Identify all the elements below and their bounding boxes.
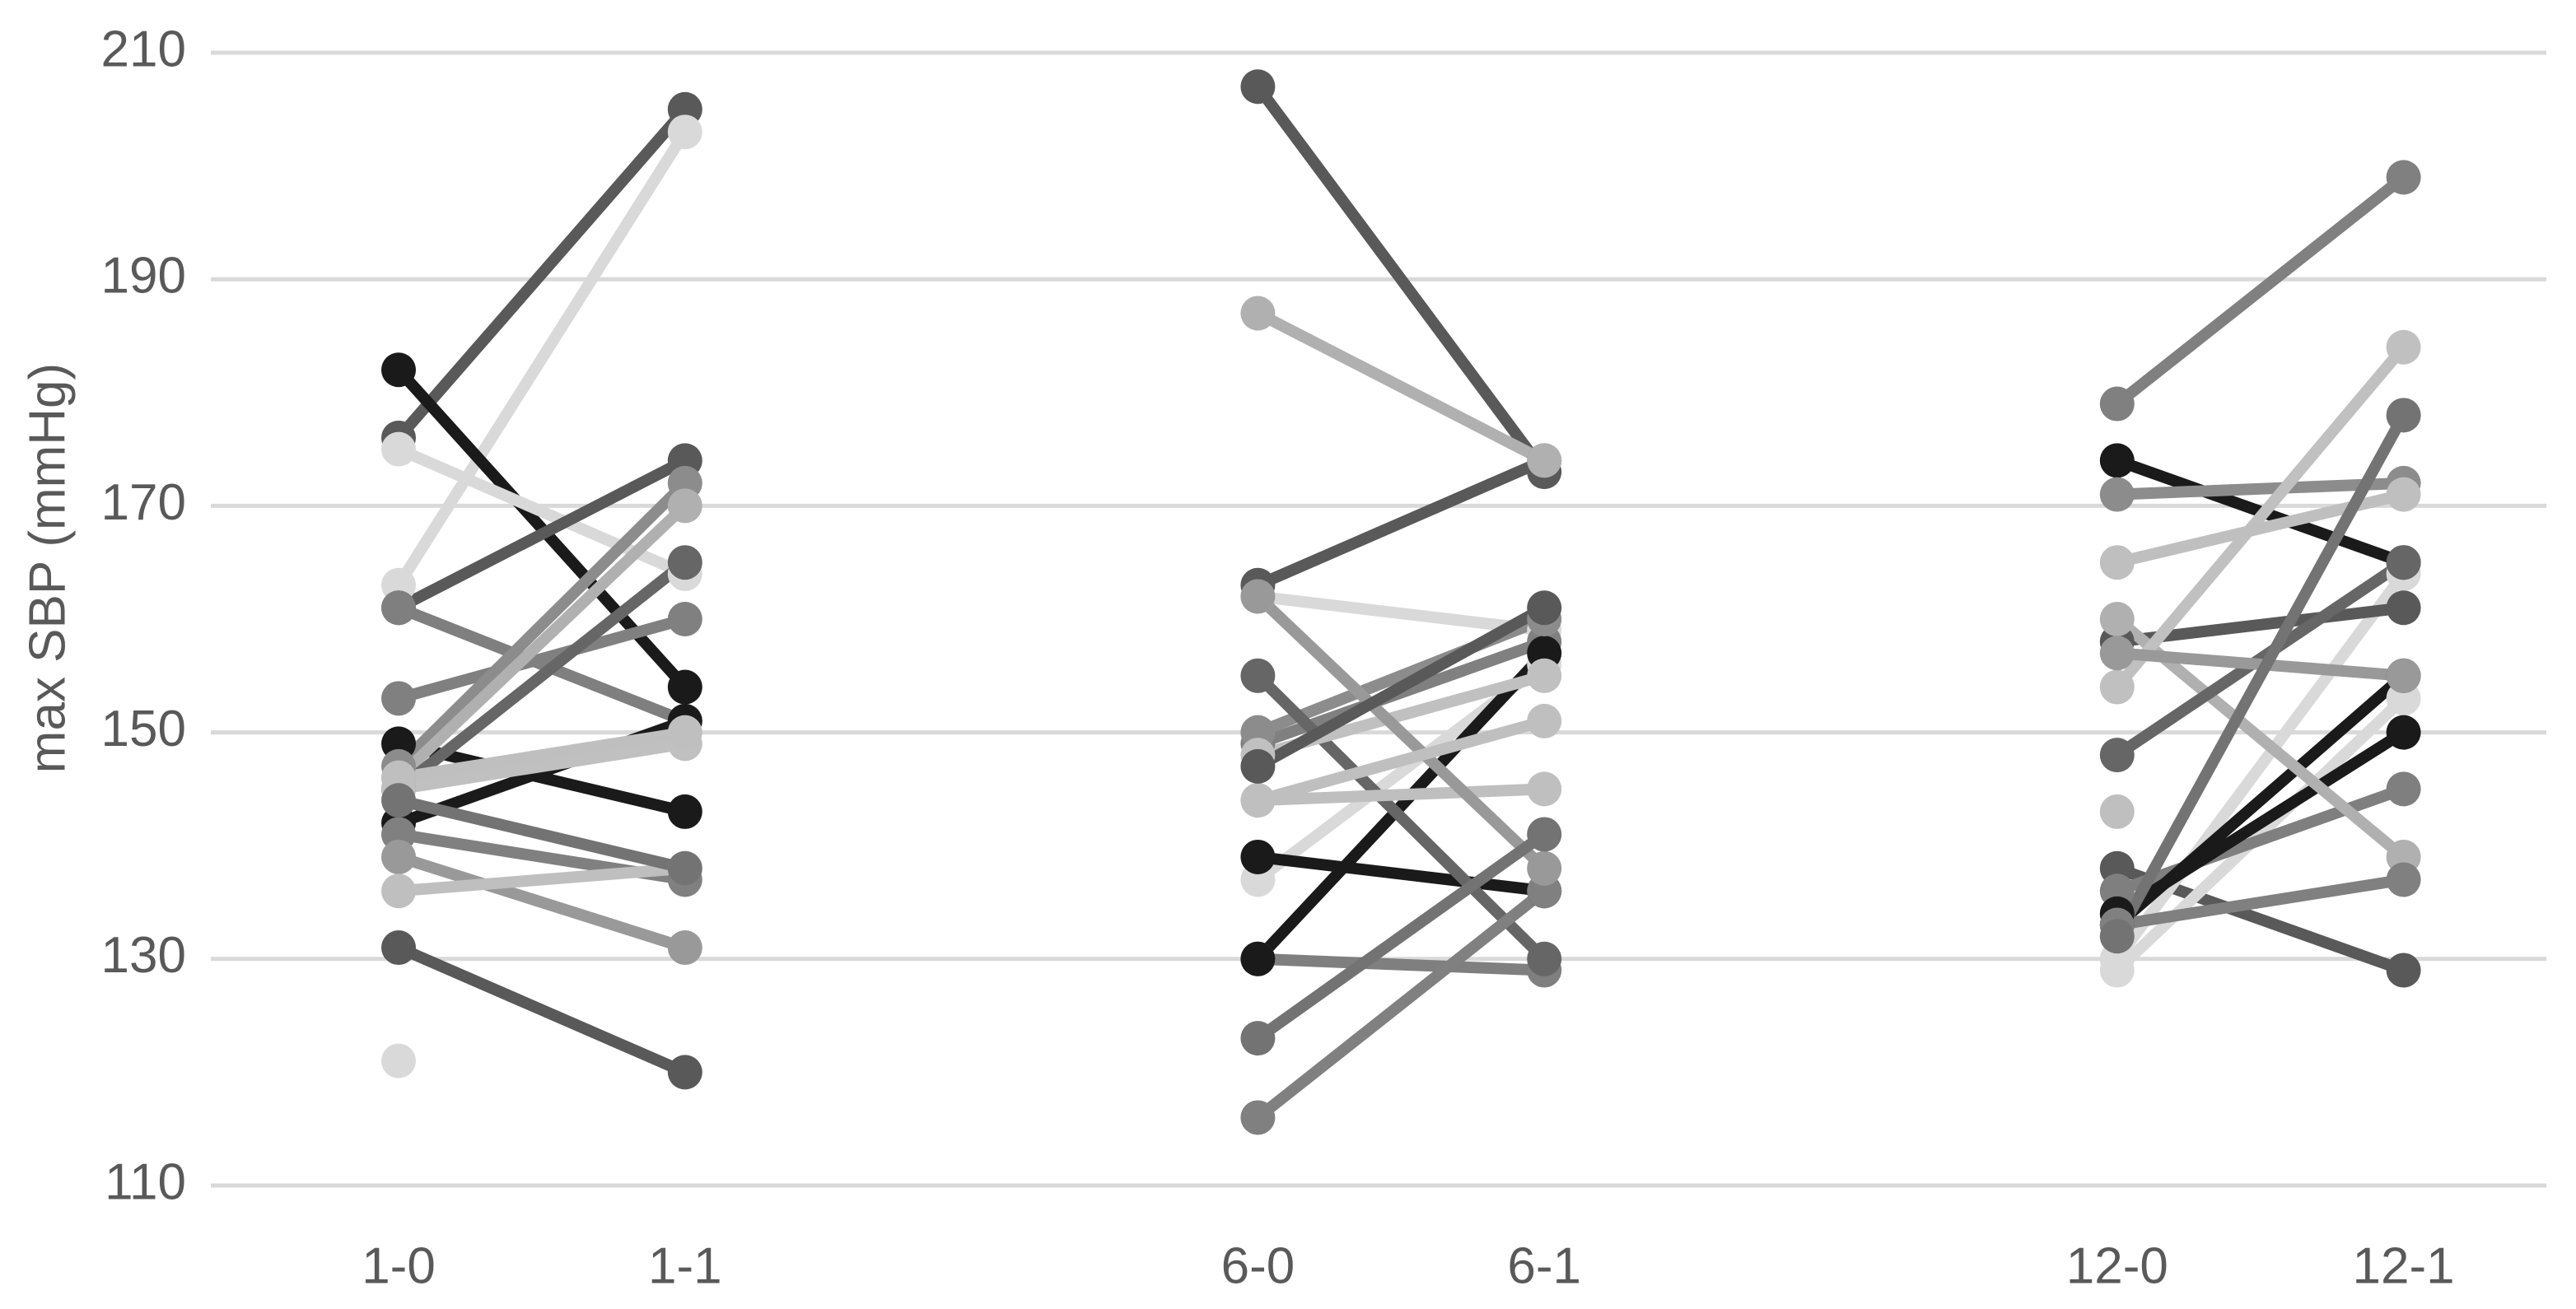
y-tick-label: 110 [105, 1153, 186, 1210]
data-point [381, 783, 416, 818]
data-point [381, 839, 416, 874]
x-tick-label: 1-1 [648, 1237, 722, 1294]
series-line [397, 412, 2409, 1043]
data-point [2099, 545, 2135, 580]
data-point [1527, 941, 1562, 976]
data-point [381, 681, 416, 716]
data-point [2099, 636, 2135, 671]
data-point [1240, 941, 1276, 976]
data-point [2099, 794, 2135, 829]
data-point [1240, 658, 1276, 693]
data-point [2099, 602, 2135, 636]
data-point [2386, 771, 2421, 807]
data-point [667, 715, 702, 750]
data-point [2386, 862, 2421, 897]
data-point [2386, 545, 2421, 580]
data-point [1240, 839, 1276, 874]
y-tick-label: 170 [101, 474, 186, 531]
data-point [2386, 398, 2421, 433]
data-point [2099, 443, 2135, 478]
data-point [2386, 477, 2421, 512]
data-point [2386, 658, 2421, 693]
series-line [396, 603, 1547, 1078]
data-point [1527, 771, 1562, 807]
data-point [1240, 783, 1276, 818]
data-point [2099, 953, 2135, 988]
data-point [667, 794, 702, 829]
series-line [397, 828, 2405, 1122]
data-point [2099, 738, 2135, 773]
y-tick-label: 130 [101, 927, 186, 984]
data-point [2099, 669, 2135, 705]
data-point [2099, 477, 2135, 512]
series-line [394, 128, 2409, 962]
y-axis-title: max SBP (mmHg) [19, 363, 76, 773]
data-point [2099, 386, 2135, 422]
data-point [667, 930, 702, 966]
y-tick-label: 150 [101, 701, 186, 757]
data-point [667, 114, 702, 150]
data-point [2386, 953, 2421, 988]
data-point [1527, 658, 1562, 693]
data-point [2386, 715, 2421, 750]
data-point [1527, 590, 1562, 626]
data-point [667, 488, 702, 524]
data-point [1527, 443, 1562, 478]
data-point [1240, 296, 1276, 331]
x-tick-label: 6-0 [1221, 1237, 1295, 1294]
data-point [667, 669, 702, 705]
data-point [667, 545, 702, 580]
data-point [667, 1055, 702, 1090]
data-point [1240, 748, 1276, 784]
data-point [381, 873, 416, 909]
x-tick-label: 12-1 [2353, 1237, 2455, 1294]
data-point [381, 930, 416, 966]
data-point [1527, 850, 1562, 886]
data-point [1527, 703, 1562, 738]
data-point [1240, 579, 1276, 614]
data-point [381, 431, 416, 467]
data-point [2386, 590, 2421, 626]
y-tick-label: 210 [101, 21, 186, 77]
data-point [667, 602, 702, 636]
data-point [2099, 919, 2135, 954]
y-tick-label: 190 [101, 248, 186, 305]
data-point [381, 352, 416, 388]
data-point [1240, 1100, 1276, 1135]
data-point [381, 1043, 416, 1078]
x-tick-label: 6-1 [1507, 1237, 1581, 1294]
data-point [1240, 69, 1276, 105]
x-tick-label: 1-0 [362, 1237, 436, 1294]
x-tick-label: 12-0 [2066, 1237, 2168, 1294]
data-point [2386, 160, 2421, 195]
data-point [381, 590, 416, 626]
data-point [1240, 1021, 1276, 1056]
data-point [667, 850, 702, 886]
data-point [1527, 817, 1562, 852]
data-point [2386, 329, 2421, 365]
